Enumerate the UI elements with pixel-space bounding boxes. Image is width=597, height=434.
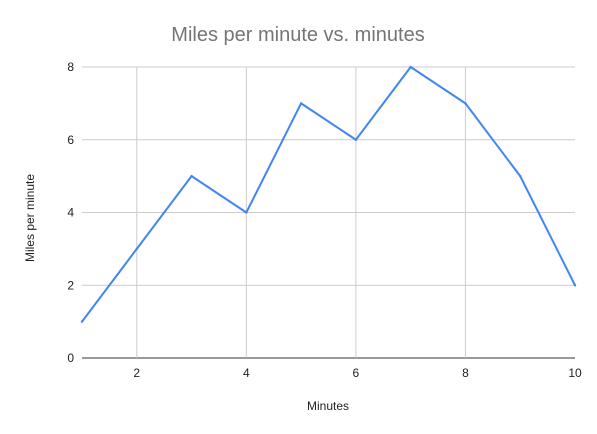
y-tick-label-2: 2 <box>67 278 74 292</box>
x-tick-label-6: 6 <box>353 366 360 380</box>
y-tick-label-0: 0 <box>67 351 74 365</box>
x-tick-label-8: 8 <box>462 366 469 380</box>
series-line-0 <box>81 66 576 323</box>
data-point-8 <box>464 102 467 105</box>
data-point-10 <box>573 284 577 287</box>
data-point-3 <box>190 174 193 178</box>
x-tick-label-10: 10 <box>568 366 582 380</box>
chart-title: Miles per minute vs. minutes <box>171 24 424 46</box>
data-point-4 <box>245 211 248 214</box>
y-axis-label: Miles per minute <box>23 174 37 262</box>
y-tick-label-6: 6 <box>67 133 74 147</box>
x-tick-labels: 2 4 6 8 10 <box>133 366 582 380</box>
data-point-1 <box>80 320 84 323</box>
x-axis-label: Minutes <box>307 399 349 413</box>
y-tick-label-8: 8 <box>67 60 74 74</box>
series-group <box>80 65 577 323</box>
x-tick-label-2: 2 <box>133 366 140 380</box>
data-point-7 <box>409 65 412 69</box>
x-tick-label-4: 4 <box>243 366 250 380</box>
y-tick-labels: 0 2 4 6 8 <box>67 60 74 365</box>
data-point-6 <box>354 138 358 141</box>
y-tick-label-4: 4 <box>67 206 74 220</box>
data-point-9 <box>519 174 522 178</box>
data-point-5 <box>299 102 303 105</box>
data-point-2 <box>135 247 138 251</box>
